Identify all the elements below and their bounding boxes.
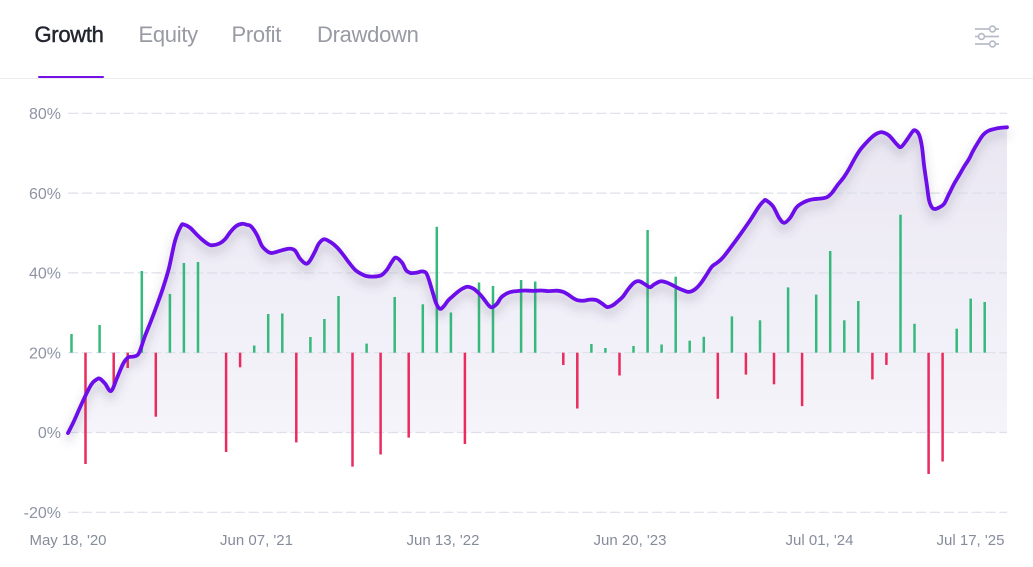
svg-text:-20%: -20% bbox=[24, 505, 61, 522]
svg-text:Jun 20, '23: Jun 20, '23 bbox=[594, 532, 667, 549]
svg-text:Jun 07, '21: Jun 07, '21 bbox=[220, 532, 293, 549]
svg-text:Jun 13, '22: Jun 13, '22 bbox=[407, 532, 480, 549]
svg-text:Jul 01, '24: Jul 01, '24 bbox=[786, 532, 854, 549]
svg-text:40%: 40% bbox=[29, 266, 61, 283]
svg-text:60%: 60% bbox=[29, 186, 61, 203]
svg-text:May 18, '20: May 18, '20 bbox=[29, 532, 106, 549]
svg-text:80%: 80% bbox=[29, 106, 61, 123]
svg-text:20%: 20% bbox=[29, 345, 61, 362]
svg-text:Jul 17, '25: Jul 17, '25 bbox=[937, 532, 1005, 549]
svg-text:0%: 0% bbox=[38, 425, 61, 442]
